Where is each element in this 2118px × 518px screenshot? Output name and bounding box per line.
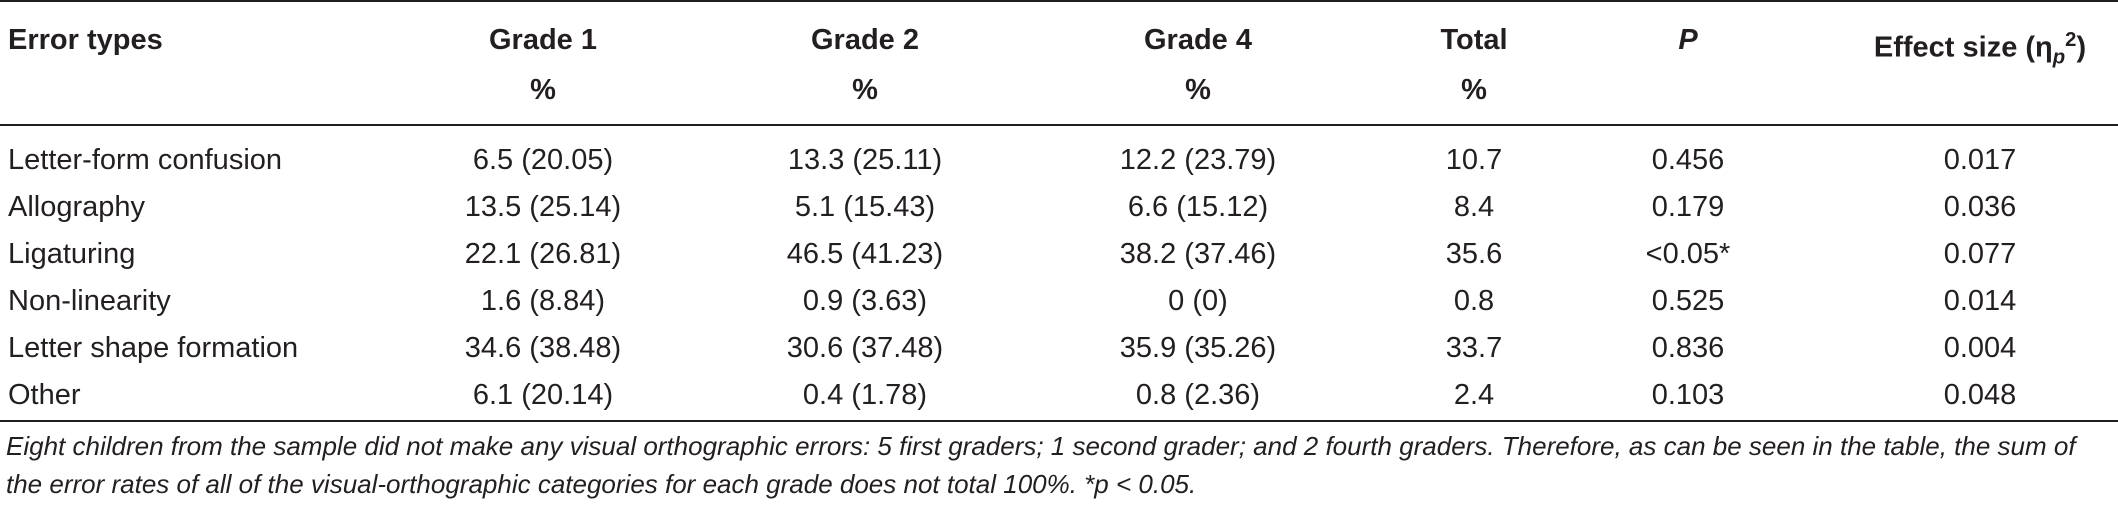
table-footnote: Eight children from the sample did not m… — [6, 431, 2076, 499]
cell-total: 8.4 — [1453, 191, 1495, 223]
cell-effect-size: 0.036 — [1943, 191, 2017, 223]
cell-grade-1: 22.1 (26.81) — [464, 238, 622, 270]
cell-total: 33.7 — [1445, 332, 1503, 364]
cell-p-value: 0.179 — [1651, 191, 1725, 223]
cell-grade-2: 0.9 (3.63) — [802, 285, 928, 317]
header-grade-4: Grade 4 — [1144, 24, 1252, 56]
cell-total: 2.4 — [1453, 379, 1495, 411]
cell-grade-1: 1.6 (8.84) — [480, 285, 606, 317]
cell-p-value: 0.525 — [1651, 285, 1725, 317]
cell-grade-4: 0.8 (2.36) — [1135, 379, 1261, 411]
header-error-types: Error types — [8, 24, 163, 56]
cell-grade-4: 38.2 (37.46) — [1119, 238, 1277, 270]
cell-grade-2: 5.1 (15.43) — [794, 191, 936, 223]
cell-grade-2: 30.6 (37.48) — [786, 332, 944, 364]
subheader-total-percent: % — [1461, 74, 1487, 106]
cell-effect-size: 0.077 — [1943, 238, 2017, 270]
cell-total: 10.7 — [1445, 144, 1503, 176]
row-error-type: Allography — [8, 191, 146, 223]
cell-effect-size: 0.014 — [1943, 285, 2017, 317]
cell-effect-size: 0.048 — [1943, 379, 2017, 411]
cell-effect-size: 0.004 — [1943, 332, 2017, 364]
cell-grade-1: 34.6 (38.48) — [464, 332, 622, 364]
cell-grade-4: 35.9 (35.26) — [1119, 332, 1277, 364]
cell-grade-2: 0.4 (1.78) — [802, 379, 928, 411]
table-top-rule — [0, 0, 2118, 2]
header-bottom-rule — [0, 124, 2118, 126]
subheader-grade-2-percent: % — [852, 74, 878, 106]
row-error-type: Non-linearity — [8, 285, 171, 317]
cell-p-value: <0.05* — [1645, 238, 1731, 270]
header-effect-size: Effect size (ηp2) — [1873, 29, 2087, 69]
row-error-type: Ligaturing — [8, 238, 136, 270]
cell-grade-2: 13.3 (25.11) — [787, 144, 943, 176]
row-error-type: Letter shape formation — [8, 332, 299, 364]
cell-p-value: 0.836 — [1651, 332, 1725, 364]
cell-grade-4: 0 (0) — [1168, 285, 1228, 317]
cell-grade-1: 13.5 (25.14) — [464, 191, 622, 223]
cell-total: 35.6 — [1445, 238, 1503, 270]
header-p-value: P — [1678, 24, 1698, 56]
cell-grade-1: 6.1 (20.14) — [472, 379, 614, 411]
row-error-type: Other — [8, 379, 81, 411]
cell-grade-4: 6.6 (15.12) — [1127, 191, 1269, 223]
header-total: Total — [1440, 24, 1508, 56]
header-grade-2: Grade 2 — [811, 24, 919, 56]
subheader-grade-4-percent: % — [1185, 74, 1211, 106]
row-error-type: Letter-form confusion — [8, 144, 283, 176]
cell-grade-4: 12.2 (23.79) — [1119, 144, 1277, 176]
cell-grade-1: 6.5 (20.05) — [472, 144, 614, 176]
header-grade-1: Grade 1 — [489, 24, 597, 56]
table-bottom-rule — [0, 420, 2118, 422]
cell-effect-size: 0.017 — [1943, 144, 2017, 176]
cell-total: 0.8 — [1453, 285, 1495, 317]
cell-p-value: 0.103 — [1651, 379, 1725, 411]
cell-grade-2: 46.5 (41.23) — [786, 238, 944, 270]
subheader-grade-1-percent: % — [530, 74, 556, 106]
cell-p-value: 0.456 — [1651, 144, 1725, 176]
